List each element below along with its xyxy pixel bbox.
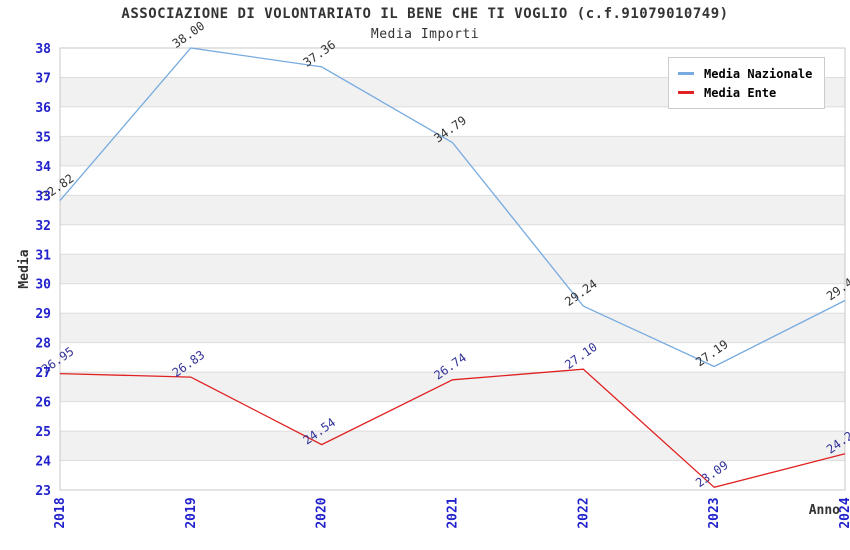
legend: Media Nazionale Media Ente [668,57,826,109]
y-tick-label: 23 [35,484,51,499]
series-line-media-nazionale [59,47,846,368]
plot-border [59,47,846,491]
x-tick-label: 2024 [838,497,850,528]
chart-title: ASSOCIAZIONE DI VOLONTARIATO IL BENE CHE… [121,6,729,22]
x-tick-label: 2023 [707,497,722,528]
point-label: 38.00 [170,19,208,51]
media-ente-swatch [678,91,694,94]
x-tick-label: 2021 [446,497,461,528]
y-tick-label: 36 [35,101,51,116]
y-tick-label: 34 [35,160,51,175]
y-tick-label: 32 [35,219,51,234]
y-tick-label: 27 [35,366,51,381]
y-tick-label: 26 [35,396,51,411]
y-tick-label: 25 [35,425,51,440]
y-tick-label: 33 [35,189,51,204]
y-tick-label: 38 [35,42,51,57]
legend-label: Media Nazionale [704,66,813,81]
chart-subtitle: Media Importi [370,27,480,42]
series-line-media-ente [59,368,846,489]
x-tick-label: 2019 [184,497,199,528]
y-tick-label: 37 [35,72,51,87]
legend-label: Media Ente [704,85,777,100]
y-tick-label: 31 [35,248,51,263]
x-axis-title: Anno [809,503,840,518]
y-tick-label: 24 [35,455,51,470]
y-tick-label: 28 [35,337,51,352]
legend-item-media-nazionale: Media Nazionale [678,64,812,83]
x-tick-label: 2020 [315,497,330,528]
y-tick-label: 35 [35,130,51,145]
y-axis-title: Media [17,249,32,288]
media-nazionale-swatch [678,72,694,75]
x-tick-label: 2022 [576,497,591,528]
y-tick-label: 30 [35,278,51,293]
x-tick-label: 2018 [53,497,68,528]
legend-item-media-ente: Media Ente [678,83,812,102]
y-tick-label: 29 [35,307,51,322]
plot-bands [60,48,845,490]
